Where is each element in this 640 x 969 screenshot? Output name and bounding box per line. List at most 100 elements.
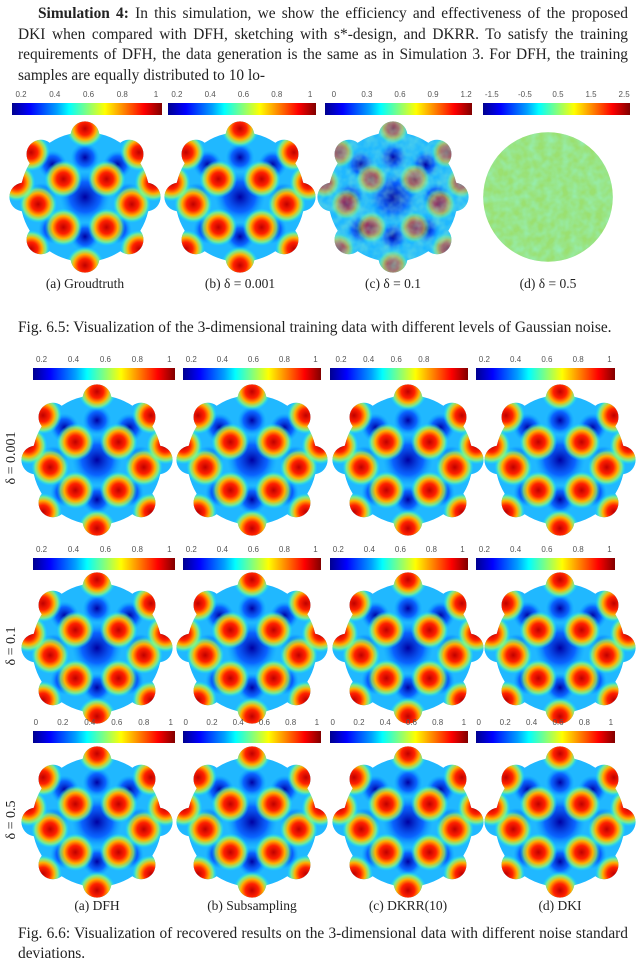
figure-6-5-caption: Fig. 6.5: Visualization of the 3-dimensi… <box>18 319 612 336</box>
colorbar-tick: 0.4 <box>363 355 375 364</box>
colorbar-tick: 0.2 <box>171 90 183 99</box>
sphere-plot <box>332 384 484 536</box>
colorbar: 0.2 0.4 0.6 0.8 1 <box>330 545 468 575</box>
colorbar-tick: 0 <box>331 90 337 99</box>
colorbar-tick: 0.6 <box>237 90 250 99</box>
colorbar-tick: 0.8 <box>278 355 290 364</box>
colorbar-tick: 1 <box>460 545 465 554</box>
subfigure-caption: (d) δ = 0.5 <box>519 276 577 291</box>
colorbar-tick: 0.4 <box>526 718 538 727</box>
colorbar-tick: 0.8 <box>285 718 297 727</box>
colorbar-tick: 0.2 <box>335 355 347 364</box>
colorbar-tick: 0.8 <box>271 90 283 99</box>
colorbar-gradient <box>33 731 175 743</box>
colorbar-tick: 0 <box>476 718 481 727</box>
colorbar-tick: 0.2 <box>185 545 197 554</box>
colorbar-gradient <box>476 368 615 380</box>
colorbar: 0.2 0.4 0.6 0.8 1 <box>33 545 175 575</box>
colorbar-tick: 0.4 <box>67 355 80 364</box>
sphere-plot <box>332 746 484 898</box>
colorbar-tick: 0.4 <box>204 90 216 99</box>
colorbar-tick: 0.8 <box>425 545 437 554</box>
colorbar: 0 0.2 0.4 0.6 0.8 1 <box>183 718 321 748</box>
sphere-plot <box>484 572 636 724</box>
colorbar-tick: -0.5 <box>517 90 532 99</box>
colorbar-tick: 0.6 <box>394 545 406 554</box>
colorbar-tick: 0.4 <box>510 355 522 364</box>
colorbar-gradient <box>330 558 468 570</box>
colorbar-tick: 0.3 <box>361 90 373 99</box>
colorbar-gradient <box>168 103 316 115</box>
colorbar-tick: 1 <box>167 545 172 554</box>
row-label: δ = 0.5 <box>4 800 19 840</box>
colorbar-tick: 0.2 <box>499 718 511 727</box>
colorbar-tick: 0.6 <box>541 355 553 364</box>
colorbar-tick: 0.2 <box>185 355 197 364</box>
colorbar-tick: 1 <box>313 545 318 554</box>
colorbar: 0.2 0.4 0.6 0.8 1 <box>168 90 316 120</box>
colorbar-tick: 0.2 <box>15 90 27 99</box>
colorbar-tick: 0.2 <box>332 545 344 554</box>
sphere-plot <box>332 572 484 724</box>
colorbar-gradient <box>476 558 615 570</box>
colorbar-tick: 0.8 <box>116 90 128 99</box>
sphere-plot <box>176 384 328 536</box>
colorbar-gradient <box>33 368 175 380</box>
colorbar-tick: 1 <box>607 355 612 364</box>
colorbar-tick: 0.8 <box>138 718 150 727</box>
colorbar-tick: 0.4 <box>232 718 244 727</box>
sphere-plot <box>317 121 469 273</box>
colorbar-tick: 0.8 <box>432 718 444 727</box>
colorbar-tick: 0 <box>330 718 335 727</box>
colorbar-gradient <box>476 731 615 743</box>
colorbar-tick: 0 <box>183 718 188 727</box>
colorbar-tick: 0.2 <box>35 355 48 364</box>
colorbar-tick: 0.6 <box>111 718 123 727</box>
colorbar: 0 0.2 0.4 0.6 0.8 1 <box>476 718 615 748</box>
colorbar-tick: 1 <box>313 355 318 364</box>
colorbar-gradient <box>183 558 321 570</box>
colorbar-tick: 0.2 <box>478 545 490 554</box>
sphere-plot <box>176 746 328 898</box>
colorbar-tick: 0.2 <box>206 718 218 727</box>
colorbar: 0 0.2 0.4 0.6 0.8 1 <box>33 718 175 748</box>
colorbar: 0 0.3 0.6 0.9 1.2 <box>325 90 472 120</box>
colorbar-tick: 0.8 <box>418 355 430 364</box>
colorbar-tick: 1 <box>307 90 313 99</box>
colorbar-tick: 0.2 <box>35 545 48 554</box>
colorbar: -1.5 -0.5 0.5 1.5 2.5 <box>483 90 630 120</box>
colorbar-tick: 0.6 <box>405 718 417 727</box>
colorbar-gradient <box>12 103 162 115</box>
colorbar: 0 0.2 0.4 0.6 0.8 1 <box>330 718 468 748</box>
sphere-plot <box>164 121 316 273</box>
colorbar-tick: 0.4 <box>216 545 228 554</box>
colorbar-tick: 1 <box>168 718 173 727</box>
colorbar-tick: 0.6 <box>99 355 111 364</box>
sphere-plot <box>21 746 173 898</box>
colorbar-tick: 0.8 <box>572 545 584 554</box>
colorbar: 0.2 0.4 0.6 0.8 1 <box>183 355 321 385</box>
sphere-plot <box>21 384 173 536</box>
subfigure-caption: (a) Groudtruth <box>45 276 125 291</box>
colorbar-gradient <box>325 103 472 115</box>
colorbar-tick: 1.5 <box>585 90 597 99</box>
colorbar: 0.2 0.4 0.6 0.8 1 <box>183 545 321 575</box>
colorbar-tick: 0.4 <box>216 355 228 364</box>
colorbar-tick: 0.2 <box>478 355 490 364</box>
colorbar-tick: 0.6 <box>552 718 564 727</box>
sphere-plot <box>484 384 636 536</box>
figure-6-6-caption: Fig. 6.6: Visualization of recovered res… <box>18 925 628 962</box>
colorbar-tick: 0.4 <box>84 718 96 727</box>
colorbar-tick: 1 <box>314 718 320 727</box>
subfigure-caption: (c) δ = 0.1 <box>365 276 421 291</box>
sphere-plot <box>176 572 328 724</box>
colorbar-tick: 0.6 <box>390 355 402 364</box>
colorbar-tick: 0.4 <box>67 545 80 554</box>
paragraph-text: In this simulation, we show the efficien… <box>18 5 629 84</box>
colorbar-tick: 1 <box>461 718 467 727</box>
colorbar-tick: 0.4 <box>49 90 61 99</box>
colorbar-gradient <box>183 368 321 380</box>
sphere-plot <box>9 121 161 273</box>
colorbar: 0.2 0.4 0.6 0.8 1 <box>476 545 615 575</box>
sphere-plot <box>483 132 613 262</box>
